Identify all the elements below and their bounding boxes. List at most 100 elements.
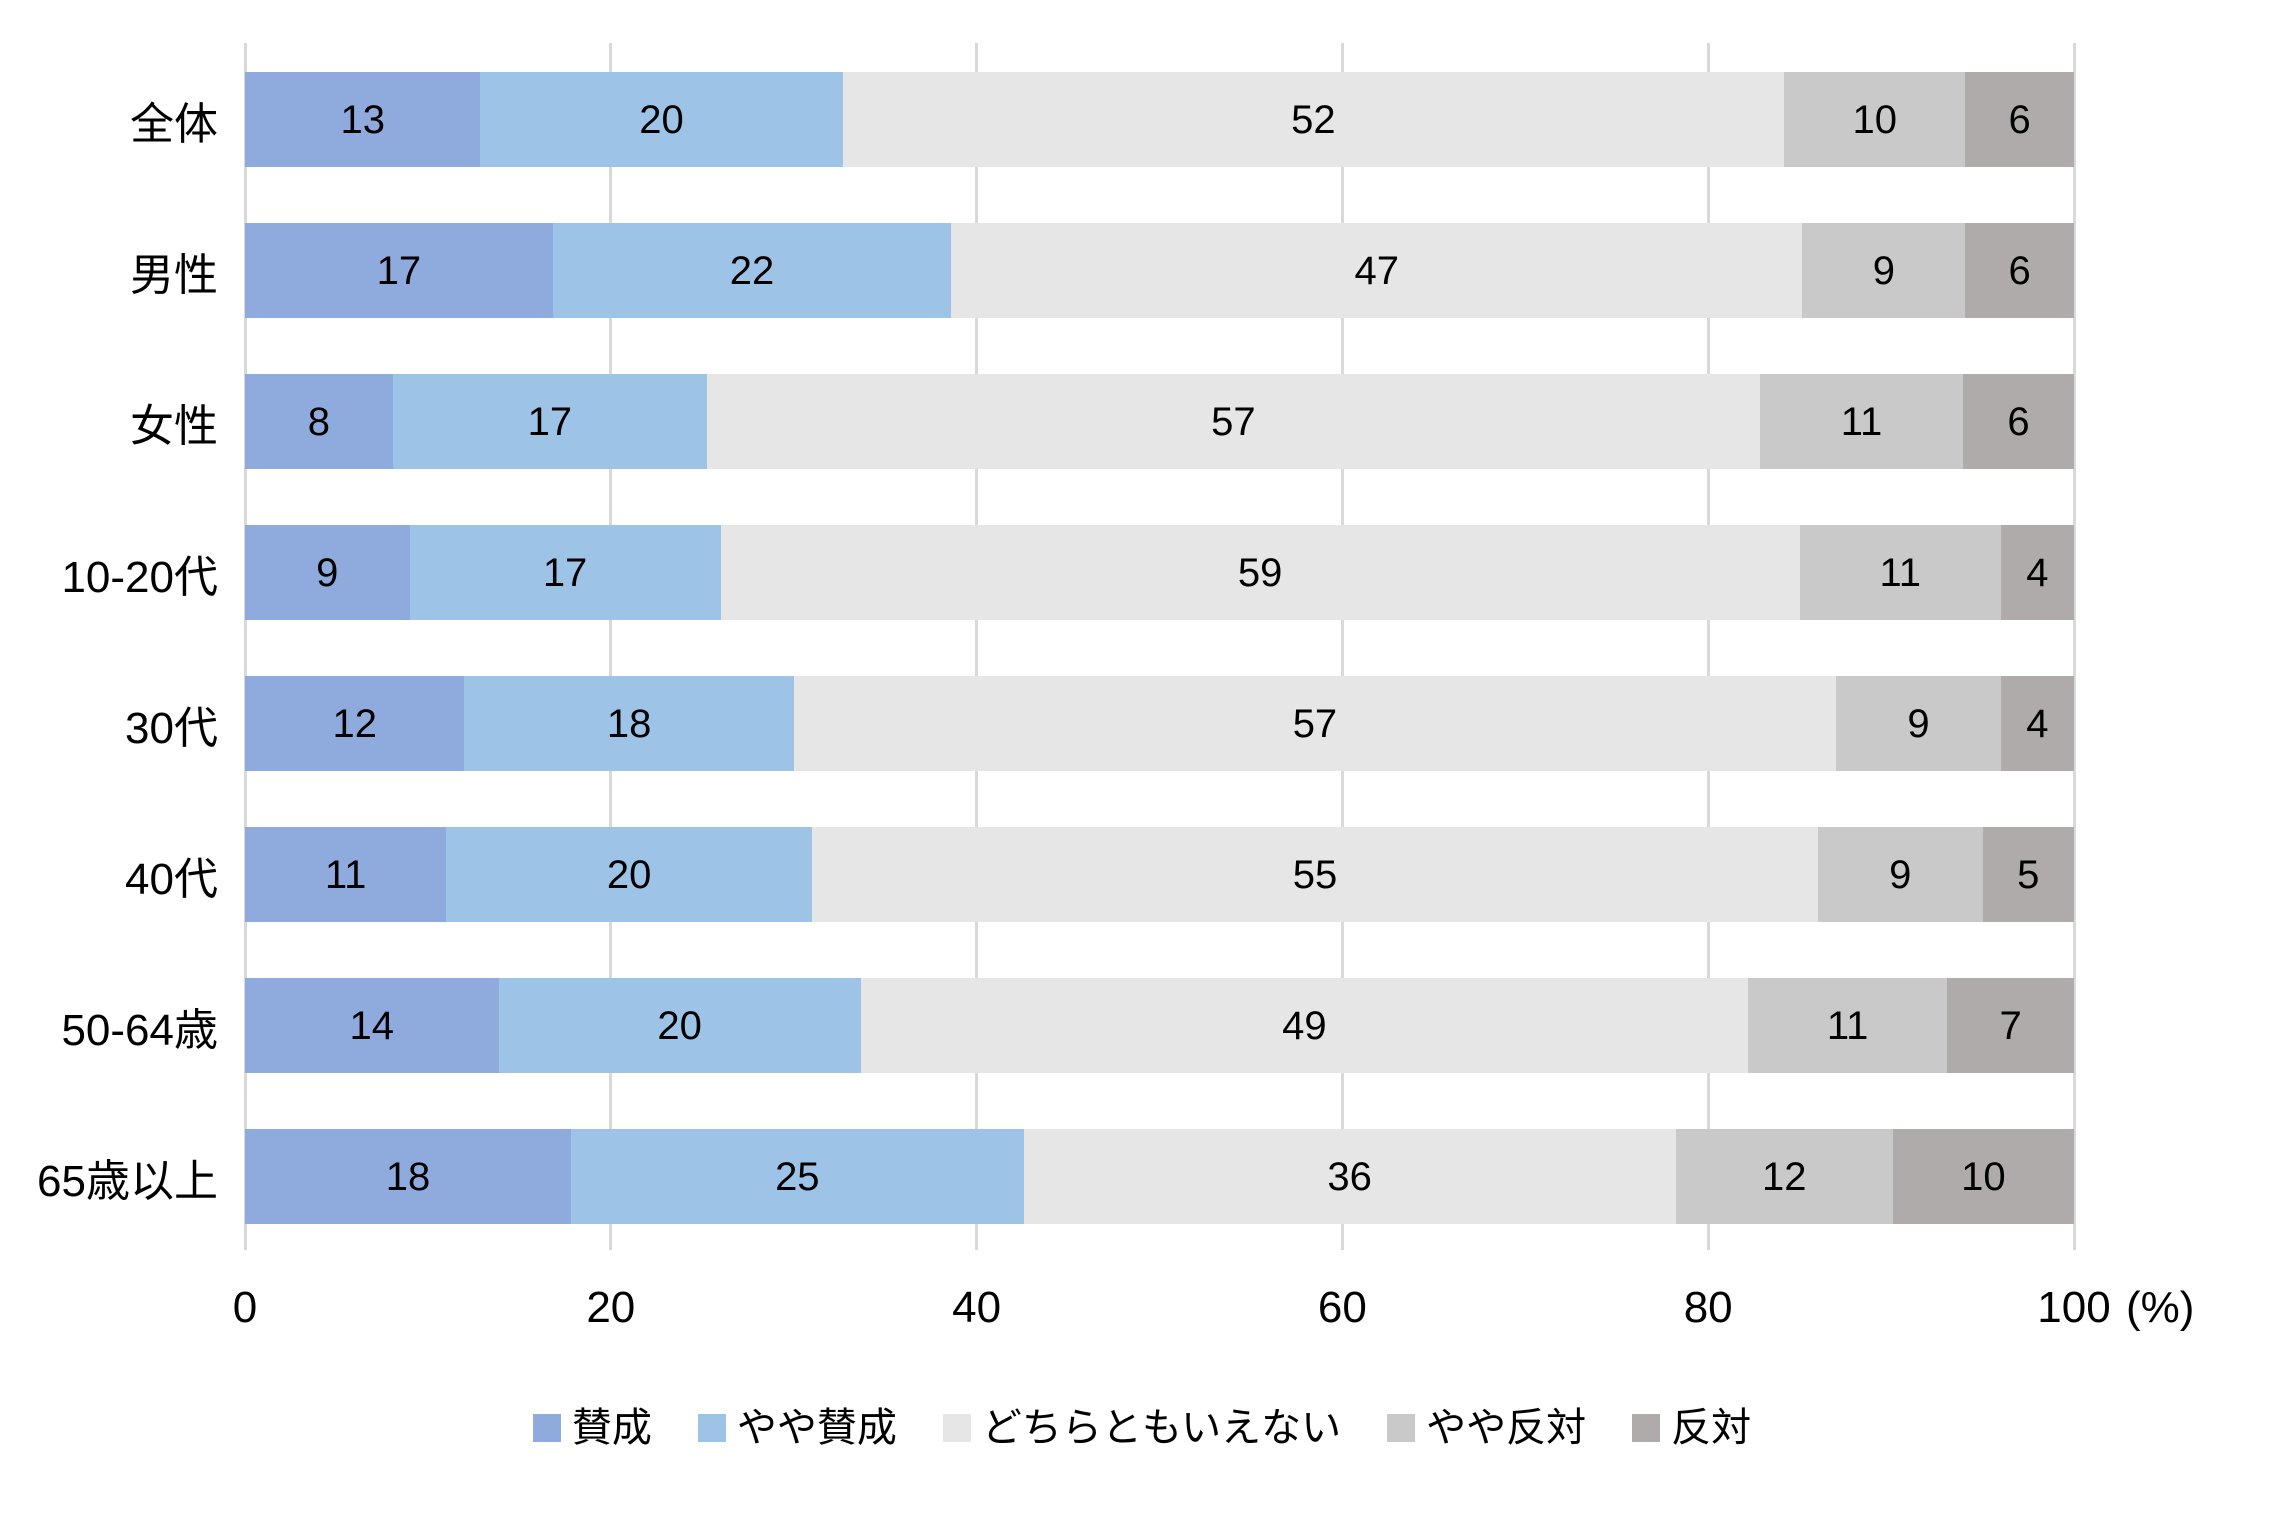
bar-value-label: 12 [332, 701, 377, 746]
bar-value-label: 18 [385, 1154, 431, 1199]
bar-row: 12 18 57 9 4 [245, 676, 2074, 771]
legend-swatch [942, 1414, 971, 1442]
bar-row: 8 17 57 11 6 [245, 374, 2074, 469]
category-label: 50-64歳 [61, 1005, 218, 1055]
bar-value-label: 57 [1211, 399, 1256, 444]
bar-segment: 18 [464, 676, 794, 771]
bar-value-label: 49 [1282, 1003, 1327, 1048]
bar-segment: 4 [2000, 525, 2074, 620]
bar-segment: 7 [1947, 978, 2074, 1073]
bar-segment: 9 [1836, 676, 2001, 771]
legend-item: やや反対 [1387, 1402, 1586, 1454]
bar-value-label: 6 [2007, 399, 2030, 444]
bar-segment: 25 [570, 1129, 1024, 1224]
bar-segment: 4 [2000, 676, 2074, 771]
gridline [243, 43, 247, 1250]
gridline [1340, 43, 1344, 1250]
bar-segment: 5 [1982, 827, 2074, 922]
bar-value-label: 14 [349, 1003, 395, 1048]
legend-label: 反対 [1671, 1406, 1752, 1450]
bar-value-label: 20 [639, 97, 684, 142]
bar-segment: 12 [245, 676, 465, 771]
bar-value-label: 17 [542, 550, 588, 595]
legend-label: やや反対 [1426, 1406, 1587, 1450]
bar-value-label: 4 [2026, 550, 2049, 595]
bar-value-label: 8 [307, 399, 331, 444]
bar-segment: 17 [245, 223, 553, 318]
category-label: 全体 [130, 99, 218, 149]
bar-segment: 17 [392, 374, 707, 469]
bar-segment: 20 [446, 827, 812, 922]
bar-value-label: 20 [657, 1003, 702, 1048]
bar-segment: 14 [245, 978, 499, 1073]
bar-segment: 47 [951, 223, 1803, 318]
bar-segment: 6 [1965, 223, 2074, 318]
category-label: 30代 [125, 703, 218, 753]
legend-swatch [532, 1414, 561, 1442]
bar-segment: 57 [706, 374, 1760, 469]
bar-segment: 52 [842, 72, 1785, 167]
bar-row: 17 22 47 9 6 [245, 223, 2074, 318]
bar-segment: 12 [1675, 1129, 1893, 1224]
bar-value-label: 17 [376, 248, 422, 293]
x-axis-tick-label: 0 [232, 1283, 258, 1332]
bar-segment: 10 [1784, 72, 1966, 167]
category-label: 女性 [130, 401, 218, 451]
category-label: 10-20代 [61, 552, 218, 602]
bar-value-label: 59 [1237, 550, 1283, 595]
bar-segment: 8 [245, 374, 393, 469]
bar-value-label: 10 [1852, 97, 1898, 142]
x-axis-tick-label: 40 [952, 1283, 1002, 1332]
bar-value-label: 18 [606, 701, 652, 746]
bar-segment: 13 [245, 72, 481, 167]
x-axis-unit-label: (%) [2126, 1283, 2195, 1332]
legend: 賛成 やや賛成 どちらともいえない やや反対 反対 [0, 1402, 2284, 1454]
legend-item: やや賛成 [697, 1402, 897, 1454]
bar-value-label: 6 [2008, 248, 2031, 293]
bar-row: 9 17 59 11 4 [245, 525, 2074, 620]
gridline [2072, 43, 2076, 1250]
bar-value-label: 57 [1292, 701, 1338, 746]
bar-row: 13 20 52 10 6 [245, 72, 2074, 167]
legend-swatch [1632, 1414, 1661, 1442]
bar-value-label: 12 [1761, 1154, 1807, 1199]
bar-segment: 6 [1963, 374, 2074, 469]
bar-value-label: 11 [324, 852, 367, 897]
bar-value-label: 17 [527, 399, 573, 444]
bar-value-label: 36 [1327, 1154, 1372, 1199]
legend-swatch [697, 1414, 726, 1442]
bar-segment: 22 [552, 223, 952, 318]
bar-segment: 55 [811, 827, 1818, 922]
bar-value-label: 9 [316, 550, 339, 595]
x-axis-tick-label: 20 [586, 1283, 636, 1332]
bar-segment: 11 [1759, 374, 1964, 469]
bar-value-label: 25 [775, 1154, 820, 1199]
bar-value-label: 55 [1292, 852, 1338, 897]
bar-value-label: 9 [1889, 852, 1912, 897]
bar-value-label: 52 [1291, 97, 1336, 142]
bar-segment: 20 [498, 978, 861, 1073]
category-label: 65歳以上 [37, 1156, 218, 1206]
bar-segment: 20 [480, 72, 843, 167]
legend-item: 反対 [1632, 1402, 1751, 1454]
gridline [1706, 43, 1710, 1250]
bar-value-label: 9 [1907, 701, 1930, 746]
legend-label: 賛成 [571, 1406, 652, 1450]
x-axis-tick-label: 100 [2037, 1283, 2111, 1332]
x-axis-tick-label: 60 [1317, 1283, 1367, 1332]
bar-segment: 9 [1817, 827, 1983, 922]
bar-value-label: 7 [1999, 1003, 2022, 1048]
bar-row: 14 20 49 11 7 [245, 978, 2074, 1073]
bar-segment: 9 [245, 525, 410, 620]
bar-value-label: 22 [729, 248, 775, 293]
bar-value-label: 11 [1840, 399, 1883, 444]
bar-segment: 57 [793, 676, 1837, 771]
bar-segment: 59 [720, 525, 1800, 620]
legend-item: どちらともいえない [942, 1402, 1341, 1454]
legend-item: 賛成 [532, 1402, 652, 1454]
bar-segment: 10 [1892, 1129, 2074, 1224]
bar-segment: 11 [1748, 978, 1948, 1073]
legend-label: やや賛成 [736, 1406, 897, 1450]
bar-segment: 17 [409, 525, 721, 620]
